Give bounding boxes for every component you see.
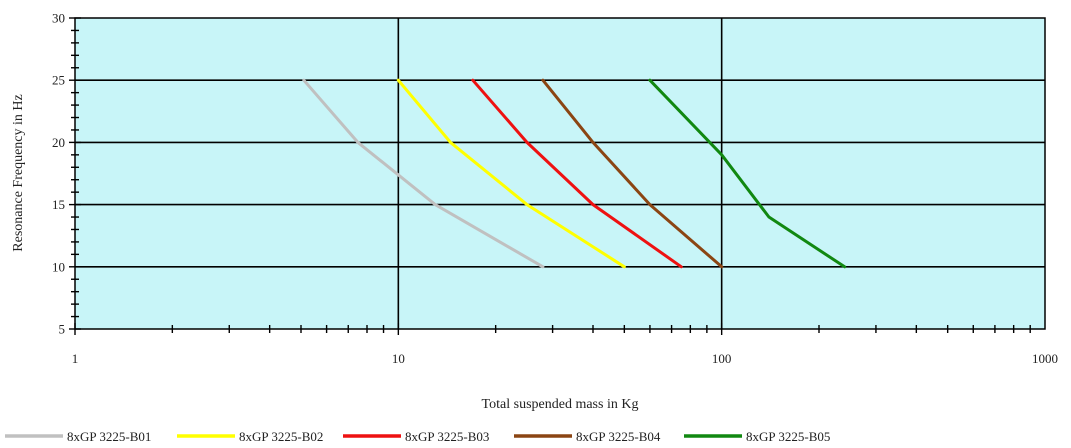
x-tick-label: 1 bbox=[72, 351, 79, 366]
legend-item: 8xGP 3225-B02 bbox=[177, 429, 323, 444]
y-tick-label: 20 bbox=[52, 135, 65, 150]
series-line-3 bbox=[471, 78, 683, 269]
y-tick-label: 15 bbox=[52, 197, 65, 212]
x-tick-label: 100 bbox=[712, 351, 732, 366]
y-tick-label: 10 bbox=[52, 259, 65, 274]
legend-item: 8xGP 3225-B01 bbox=[5, 429, 151, 444]
legend: 8xGP 3225-B01 8xGP 3225-B02 8xGP 3225-B03 8… bbox=[5, 429, 830, 444]
y-tick-labels: 5 10 15 20 25 30 bbox=[52, 11, 65, 337]
series-line-5 bbox=[648, 78, 847, 269]
x-tick-labels: 1 10 100 1000 bbox=[72, 351, 1058, 366]
series-lines bbox=[302, 78, 847, 269]
series-line-4 bbox=[541, 78, 724, 269]
legend-item: 8xGP 3225-B03 bbox=[343, 429, 489, 444]
legend-label: 8xGP 3225-B01 bbox=[67, 429, 151, 444]
y-axis-title: Resonance Frequency in Hz bbox=[11, 94, 26, 251]
legend-item: 8xGP 3225-B04 bbox=[514, 429, 661, 444]
y-tick-label: 25 bbox=[52, 73, 65, 88]
x-tick-label: 10 bbox=[392, 351, 405, 366]
legend-label: 8xGP 3225-B02 bbox=[239, 429, 323, 444]
legend-label: 8xGP 3225-B05 bbox=[746, 429, 830, 444]
x-tick-label: 1000 bbox=[1032, 351, 1058, 366]
minor-ticks bbox=[69, 17, 1031, 335]
series-line-1 bbox=[302, 78, 545, 269]
legend-label: 8xGP 3225-B04 bbox=[576, 429, 661, 444]
legend-label: 8xGP 3225-B03 bbox=[405, 429, 489, 444]
x-axis-title: Total suspended mass in Kg bbox=[482, 397, 639, 412]
series-line-2 bbox=[396, 78, 626, 269]
y-tick-label: 30 bbox=[52, 11, 65, 26]
grid-lines bbox=[75, 18, 1045, 329]
y-tick-label: 5 bbox=[59, 322, 66, 337]
legend-item: 8xGP 3225-B05 bbox=[684, 429, 830, 444]
